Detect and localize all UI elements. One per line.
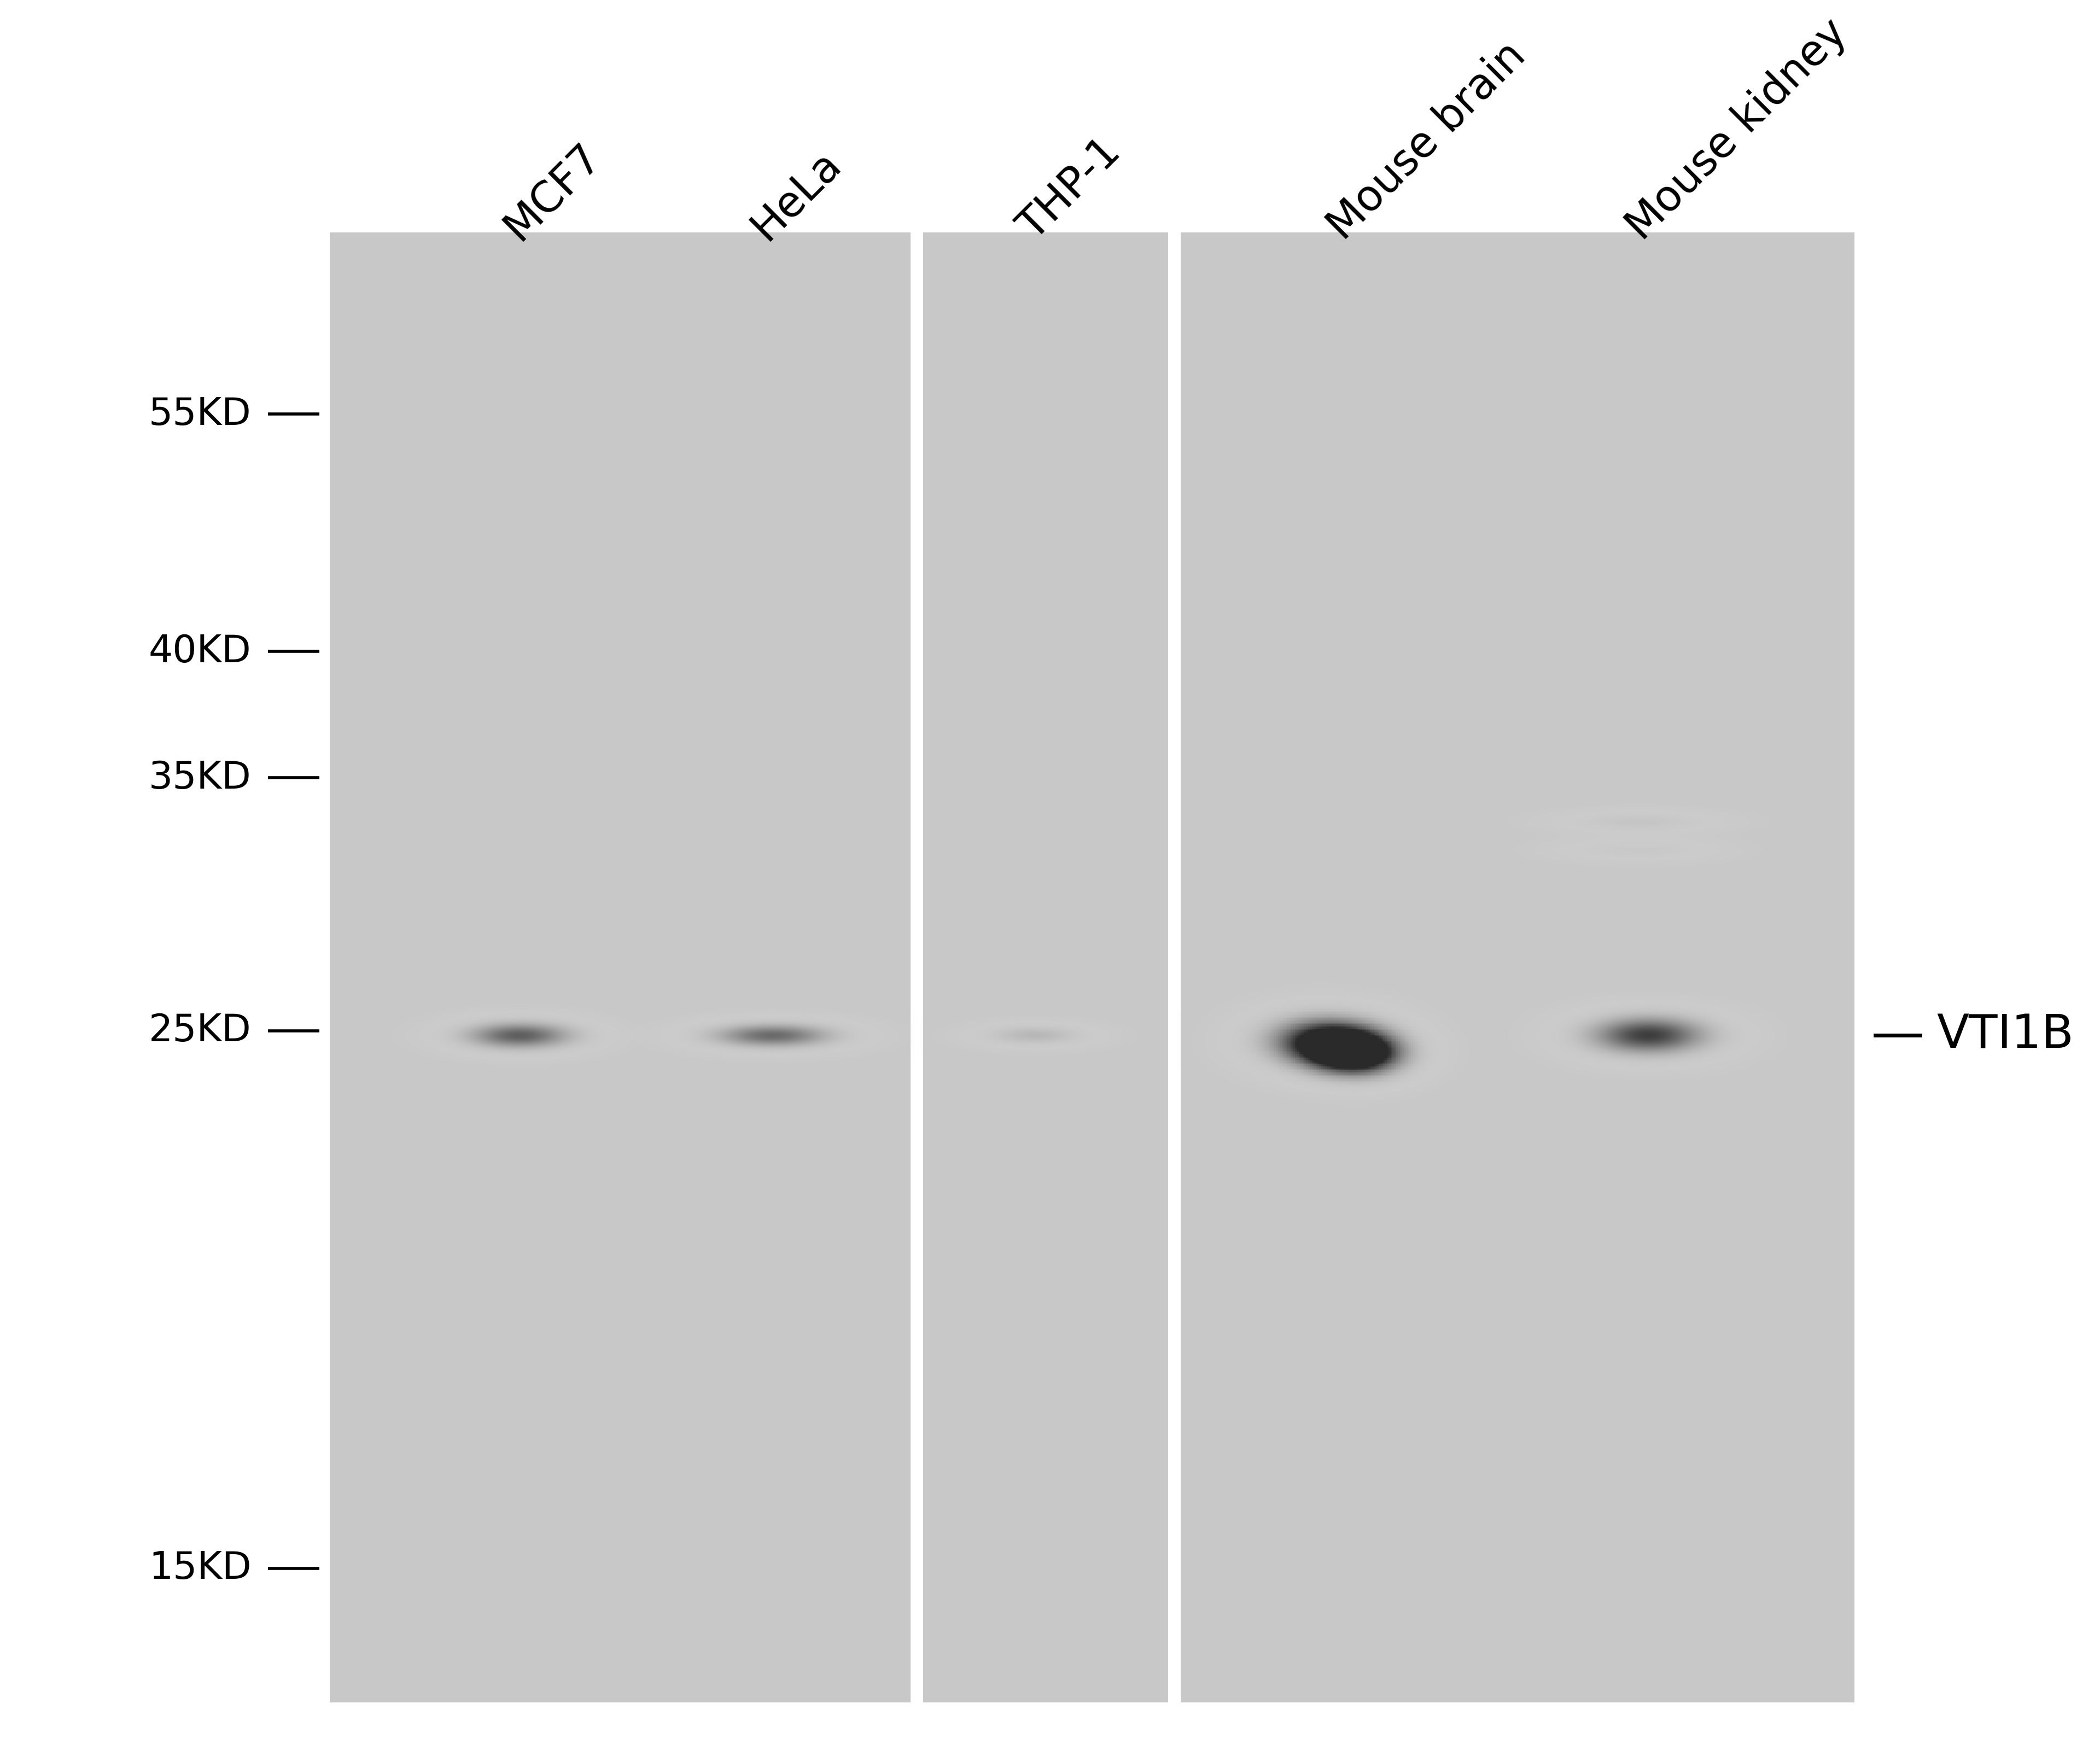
Text: 40KD: 40KD xyxy=(149,633,252,670)
Text: THP-1: THP-1 xyxy=(1010,131,1130,248)
Text: Mouse kidney: Mouse kidney xyxy=(1619,12,1856,248)
Bar xyxy=(330,233,911,1703)
Text: MCF7: MCF7 xyxy=(496,135,609,248)
Text: 35KD: 35KD xyxy=(149,760,252,796)
Text: HeLa: HeLa xyxy=(743,144,848,248)
Bar xyxy=(1180,233,1854,1703)
Text: Mouse brain: Mouse brain xyxy=(1321,35,1533,248)
Bar xyxy=(924,233,1168,1703)
Text: VTI1B: VTI1B xyxy=(1936,1013,2075,1059)
Text: 15KD: 15KD xyxy=(149,1550,252,1587)
Text: 25KD: 25KD xyxy=(149,1013,252,1048)
Text: 55KD: 55KD xyxy=(149,396,252,432)
